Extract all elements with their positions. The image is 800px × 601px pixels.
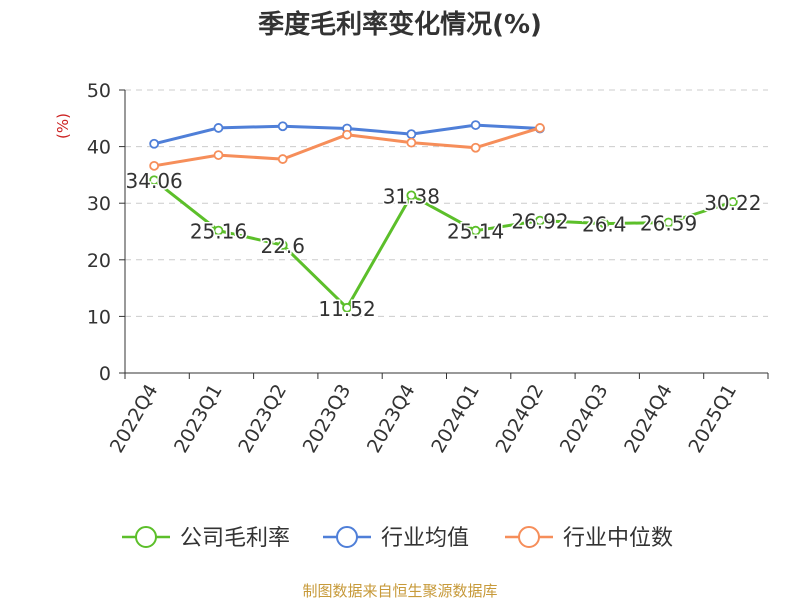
chart-title: 季度毛利率变化情况(%) <box>258 10 542 40</box>
data-label: 22.6 <box>260 234 305 258</box>
series-line <box>153 179 734 310</box>
y-tick-label: 20 <box>87 250 111 272</box>
legend-label: 行业均值 <box>381 526 469 551</box>
legend-marker <box>518 526 540 548</box>
x-tick-label: 2023Q3 <box>299 381 356 457</box>
y-tick-label: 0 <box>99 363 111 385</box>
legend-label: 行业中位数 <box>563 526 673 551</box>
y-tick-label: 30 <box>87 193 111 215</box>
data-label: 26.59 <box>640 212 697 236</box>
data-label: 26.92 <box>511 210 568 234</box>
data-point <box>663 217 674 228</box>
x-tick-label: 2024Q3 <box>556 381 613 457</box>
data-point <box>277 121 288 132</box>
data-point <box>470 225 481 236</box>
legend-marker <box>135 526 157 548</box>
data-point <box>149 175 160 186</box>
grid-lines <box>125 89 768 317</box>
x-tick-label: 2022Q4 <box>106 381 163 457</box>
data-point <box>277 154 288 164</box>
data-point <box>727 197 738 207</box>
data-label: 11.52 <box>318 297 375 321</box>
data-point <box>470 120 481 130</box>
data-point <box>342 302 352 313</box>
data-point <box>406 190 417 201</box>
y-axis-label: (%) <box>54 113 72 139</box>
legend-item[interactable]: 行业中位数 <box>505 526 673 551</box>
x-tick-label: 2023Q1 <box>170 381 227 457</box>
data-point <box>342 129 352 140</box>
x-tick-label: 2025Q1 <box>684 381 741 457</box>
data-label: 26.4 <box>582 213 627 237</box>
data-point <box>406 137 417 148</box>
x-tick-label: 2023Q2 <box>234 381 291 457</box>
data-point <box>213 225 224 236</box>
data-label: 30.22 <box>704 191 761 215</box>
x-tick-label: 2023Q4 <box>363 381 420 457</box>
y-tick-label: 50 <box>87 80 111 102</box>
legend-label: 公司毛利率 <box>180 526 290 551</box>
data-label: 34.06 <box>126 169 183 193</box>
data-point <box>535 123 545 133</box>
data-point <box>149 138 160 149</box>
data-label: 25.16 <box>190 220 247 244</box>
data-point <box>535 215 545 226</box>
y-tick-label: 40 <box>87 137 111 159</box>
x-tick-label: 2024Q4 <box>620 381 677 457</box>
data-point <box>213 150 224 160</box>
data-point <box>149 160 160 171</box>
series-lines <box>149 120 738 313</box>
data-point <box>470 142 481 153</box>
data-point <box>213 123 224 133</box>
y-tick-label: 10 <box>87 306 111 328</box>
legend-item[interactable]: 公司毛利率 <box>122 526 290 551</box>
data-point <box>406 129 417 140</box>
data-label: 25.14 <box>447 220 504 244</box>
data-point <box>599 218 610 229</box>
data-point <box>277 240 288 250</box>
legend-marker <box>336 526 358 548</box>
source-note: 制图数据来自恒生聚源数据库 <box>302 582 498 600</box>
x-tick-label: 2024Q2 <box>492 381 549 457</box>
x-tick-label: 2024Q1 <box>427 381 484 457</box>
data-label: 31.38 <box>383 184 440 208</box>
legend[interactable]: 公司毛利率 行业均值 行业中位数 <box>122 526 673 551</box>
data-labels: 34.06 25.16 22.6 11.52 31.38 25.14 26.92 26.4 26… <box>124 168 763 323</box>
legend-item[interactable]: 行业均值 <box>323 526 469 551</box>
